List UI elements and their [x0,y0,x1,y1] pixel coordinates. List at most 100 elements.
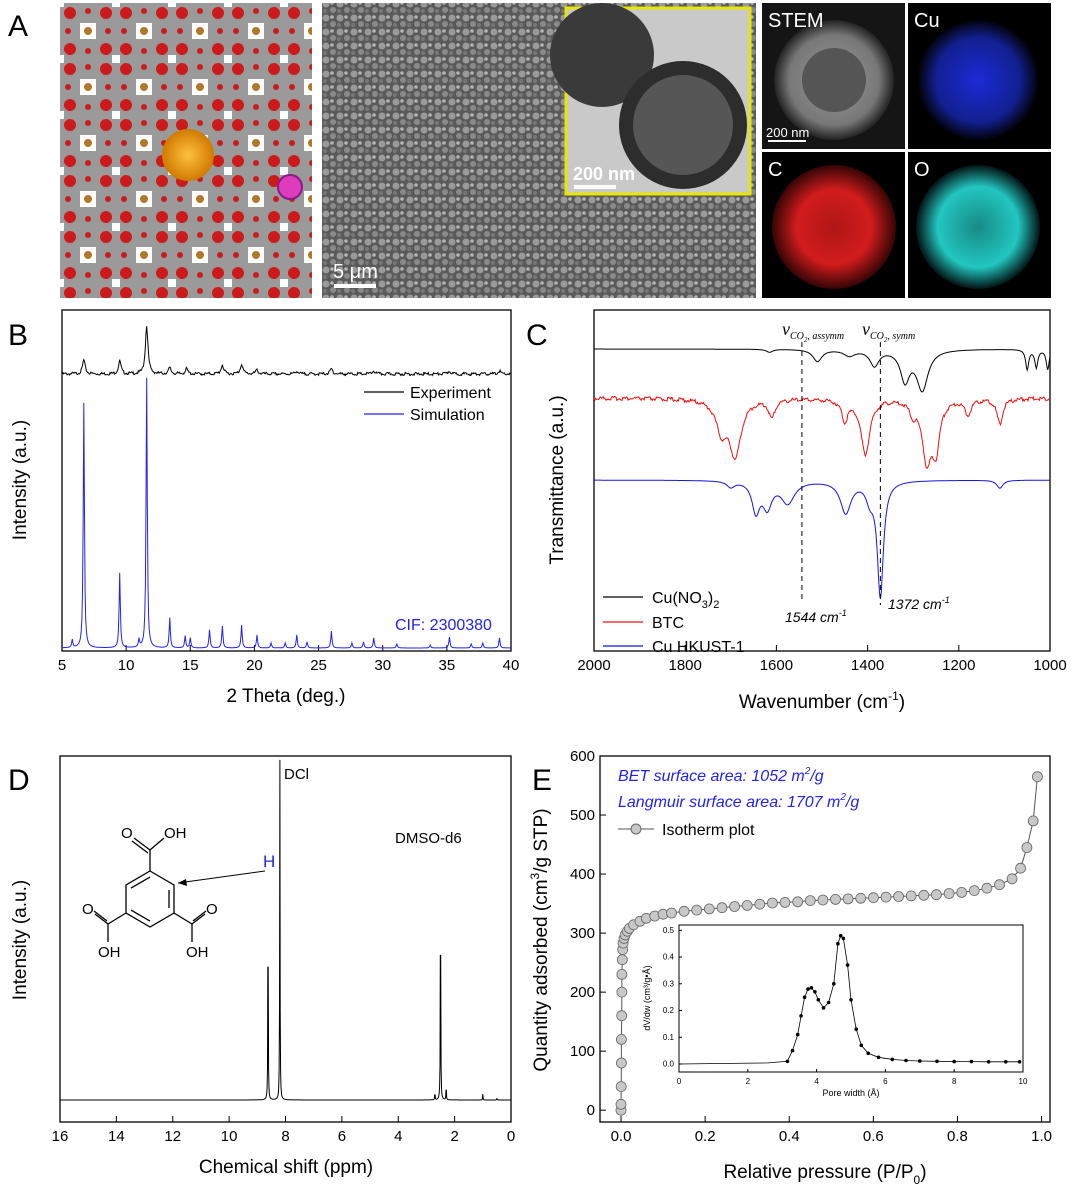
legend: Experiment Simulation [364,385,491,424]
pore-point [969,1059,974,1064]
y-tick-label: 0.3 [663,979,675,988]
x-tick-label: 0.0 [611,1128,632,1145]
bond [94,913,109,925]
chart-b: B 5 10 15 20 25 30 35 40 Experiment Simulation … [8,309,520,707]
isotherm-point [691,904,703,916]
x-tick-label: 10 [221,1128,238,1145]
stem-maps: 200 nm STEM Cu C O [762,3,1051,298]
isotherm-point [817,894,829,906]
inset-x-label: Pore width (Å) [822,1088,879,1098]
isotherm-point [1006,873,1018,885]
isotherm-point [754,898,766,910]
sem-scale-text: 5 μm [333,261,378,283]
pore-point [799,1014,803,1018]
isotherm-point [981,882,993,894]
legend-marker [630,823,642,835]
btc-line [593,395,1051,469]
y-tick-label: 0 [587,1102,595,1119]
x-tick-label: 35 [439,657,456,674]
bond [131,840,149,854]
proton-annotation: H [263,852,275,871]
isotherm-point [830,894,841,905]
pore-curve [678,934,1020,1065]
pore-point [952,1059,956,1064]
isotherm-point [855,892,867,904]
pore-point [849,998,853,1002]
pore-point [821,1006,826,1010]
chart-e: E 0.0 0.2 0.4 0.6 0.8 1.00100200300400500600 … [528,748,1052,1187]
pore-point [866,1051,870,1056]
pore-point [859,1043,864,1048]
isotherm-point [931,889,942,901]
x-tick-label: 0.6 [863,1128,884,1145]
y-tick-label: 100 [570,1043,595,1060]
chart-d: D 16 14 12 10 8 6 4 2 0 DCl DMSO-d6 H [8,755,515,1178]
isotherm-point [968,885,980,896]
pore-point [1017,1060,1022,1064]
bond [133,837,151,851]
bet-annotation: BET surface area: 1052 m2/g [618,766,824,785]
plot-frame [61,309,512,652]
x-tick-label: 0.2 [695,1128,716,1145]
stem-label: STEM [768,10,824,32]
isotherm-point [943,888,955,899]
double-bond [130,876,151,889]
legend: Isotherm plot [618,822,755,839]
x-tick-label: 25 [310,657,327,674]
legend-experiment: Experiment [410,385,491,402]
atom-o: O [121,825,133,842]
x-tick-label: 0 [507,1128,515,1145]
bond [192,910,207,922]
x-tick-label: 4 [394,1128,402,1145]
isotherm-point [994,879,1005,891]
y-tick-label: 300 [570,925,595,942]
isotherm-point [956,887,968,898]
pore-point [809,986,814,990]
pore-point [854,1027,858,1031]
x-tick-label: 30 [374,657,391,674]
tem-inset: 200 nm [550,3,752,196]
x-tick-label: 1800 [669,657,702,674]
isotherm-point [666,907,677,919]
pore-point [826,1000,831,1005]
x-tick-label: 10 [118,657,135,674]
y-axis-label: Intensity (a.u.) [10,880,31,1000]
pore-points [785,933,1022,1064]
x-axis-label: Wavenumber (cm-1) [739,689,905,713]
isotherm-point [616,1057,627,1069]
mode-label-asym: vCO2, assymm [782,319,844,344]
x-tick-label: 10 [1019,1077,1028,1086]
x-tick-label: 14 [108,1128,125,1145]
x-tick-label: 0 [677,1077,682,1086]
x-tick-label: 15 [182,657,199,674]
x-tick-label: 6 [338,1128,346,1145]
isotherm-point [1032,771,1043,783]
chart-c: C 2000 1800 1600 1400 1200 1000 vCO2, assymm … [526,309,1067,713]
x-tick-label: 1400 [851,657,884,674]
x-tick-label: 0.8 [947,1128,968,1145]
y-axis-label: Intensity (a.u.) [10,420,31,540]
isotherm-point [1027,815,1039,827]
x-axis-label: Relative pressure (P/P0) [723,1162,926,1187]
experiment-line [61,326,512,377]
pore-point [806,987,810,991]
pore-point [904,1058,908,1063]
tem-particle-core [633,75,733,175]
x-tick-label: 6 [883,1077,888,1086]
langmuir-annotation: Langmuir surface area: 1707 m2/g [618,792,859,811]
pore-point [813,990,817,994]
legend-isotherm: Isotherm plot [662,822,755,839]
bond [191,913,206,925]
isotherm-point [792,896,804,908]
y-tick-label: 0.4 [663,953,675,962]
x-tick-label: 12 [164,1128,181,1145]
y-tick-label: 0.5 [663,926,675,935]
x-tick-label: 40 [503,657,520,674]
pore-inset: 0 2 4 6 8 10 0.0 0.1 0.2 0.3 0.4 0.5 Pore width (Å)… [642,924,1028,1098]
isotherm-point [1021,842,1033,853]
isotherm-point [868,892,879,904]
panel-label: C [526,319,548,352]
isotherm-point [616,954,628,966]
peak-annotation-1372: 1372 cm-1 [888,595,950,612]
x-tick-label: 2000 [577,657,610,674]
